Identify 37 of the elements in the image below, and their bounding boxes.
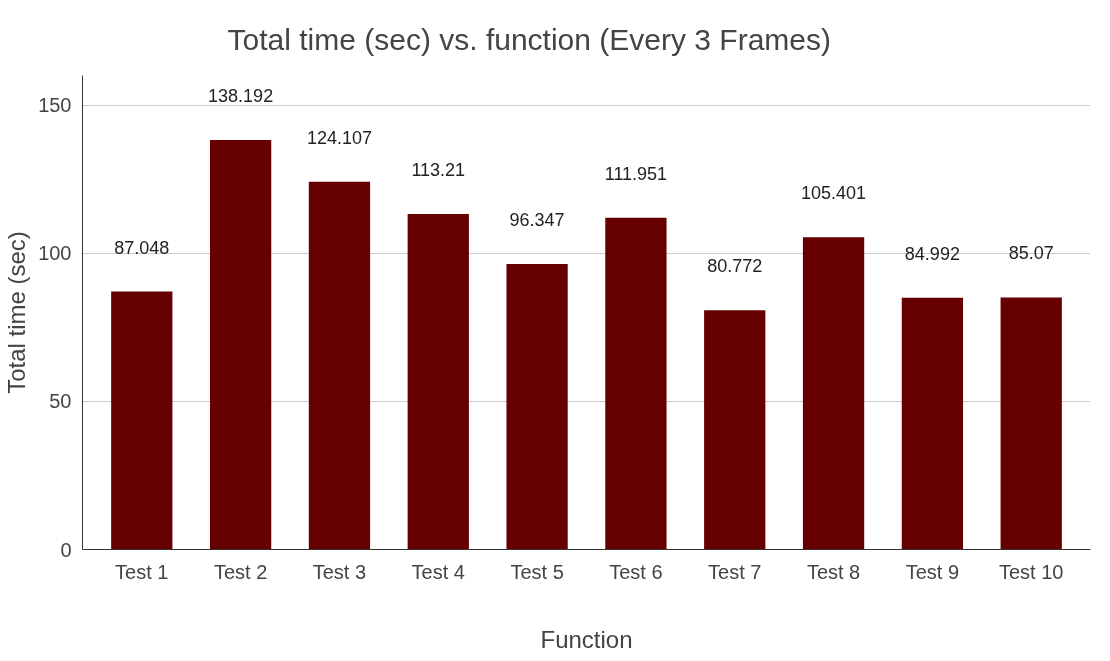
bar [407, 214, 469, 550]
x-tick-label: Test 8 [806, 560, 861, 583]
data-label: 84.992 [904, 243, 960, 264]
bar [1000, 297, 1062, 550]
chart-title: Total time (sec) vs. function (Every 3 Frames) [227, 22, 831, 56]
bar [802, 237, 865, 550]
bar [209, 140, 272, 550]
y-tick-label: 50 [49, 390, 72, 413]
data-label: 80.772 [707, 256, 763, 277]
x-tick-label: Test 1 [115, 560, 169, 583]
x-tick-label: Test 6 [609, 560, 663, 583]
data-label: 87.048 [114, 237, 170, 258]
y-axis-title: Total time (sec) [3, 231, 31, 394]
x-axis-title: Function [540, 625, 633, 653]
x-tick-label: Test 2 [213, 560, 268, 583]
data-label: 138.192 [208, 86, 274, 107]
x-tick-label: Test 4 [411, 560, 465, 583]
bar [901, 297, 964, 550]
bar [308, 181, 371, 550]
data-label: 96.347 [509, 210, 565, 231]
data-label: 113.21 [411, 160, 466, 181]
x-tick-label: Test 7 [708, 560, 762, 583]
bar [506, 264, 568, 550]
x-tick-label: Test 10 [998, 560, 1064, 583]
x-tick-label: Test 3 [312, 560, 367, 583]
data-label: 111.951 [604, 163, 668, 184]
y-tick-label: 0 [60, 538, 72, 561]
data-label: 124.107 [306, 127, 372, 148]
bar [605, 217, 667, 550]
data-label: 105.401 [801, 183, 867, 204]
y-tick-label: 150 [38, 94, 72, 117]
x-tick-label: Test 9 [905, 560, 960, 583]
bar [111, 291, 173, 550]
bar [704, 310, 766, 550]
x-tick-label: Test 5 [510, 560, 564, 583]
data-label: 85.07 [1008, 243, 1054, 264]
y-tick-label: 100 [38, 242, 72, 265]
